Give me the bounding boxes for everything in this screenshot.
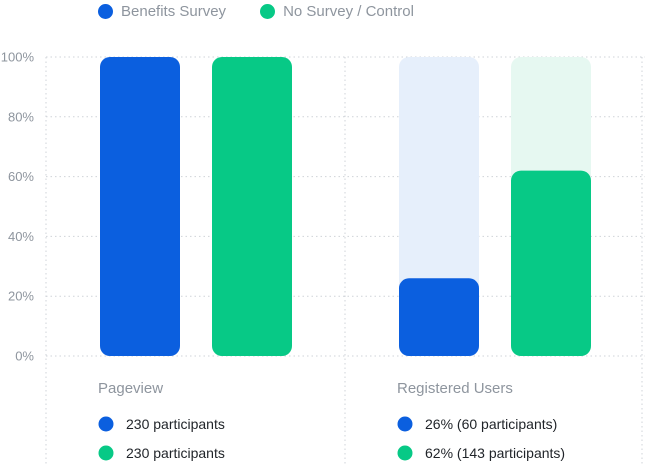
category-label: Pageview xyxy=(98,380,163,397)
annotation-label: 62% (143 participants) xyxy=(425,445,565,461)
annotation-label: 26% (60 participants) xyxy=(425,416,557,432)
annotation-label: 230 participants xyxy=(126,416,225,432)
y-tick-label: 40% xyxy=(8,229,34,244)
bar-control-0[interactable] xyxy=(212,57,292,356)
y-tick-label: 20% xyxy=(8,289,34,304)
annotation-dot-1 xyxy=(98,445,114,461)
legend: Benefits Survey No Survey / Control xyxy=(98,0,414,22)
annotation-dot-0 xyxy=(397,416,413,432)
annotation-label: 230 participants xyxy=(126,445,225,461)
bar-benefits-0[interactable] xyxy=(100,57,180,356)
legend-label-benefits: Benefits Survey xyxy=(121,2,227,20)
y-tick-label: 100% xyxy=(1,50,35,65)
legend-dot-benefits xyxy=(98,3,113,19)
legend-label-control: No Survey / Control xyxy=(283,2,414,20)
y-tick-label: 80% xyxy=(8,109,34,124)
bar-control-1[interactable] xyxy=(511,170,591,356)
legend-item-benefits[interactable]: Benefits Survey xyxy=(98,3,226,20)
annotation-dot-1 xyxy=(397,445,413,461)
legend-dot-control xyxy=(260,3,276,19)
legend-item-control[interactable]: No Survey / Control xyxy=(260,3,414,20)
annotation-dot-0 xyxy=(98,416,114,432)
y-tick-label: 60% xyxy=(8,169,34,184)
bar-benefits-1[interactable] xyxy=(399,278,479,356)
category-label: Registered Users xyxy=(397,380,513,397)
y-tick-label: 0% xyxy=(15,349,34,364)
